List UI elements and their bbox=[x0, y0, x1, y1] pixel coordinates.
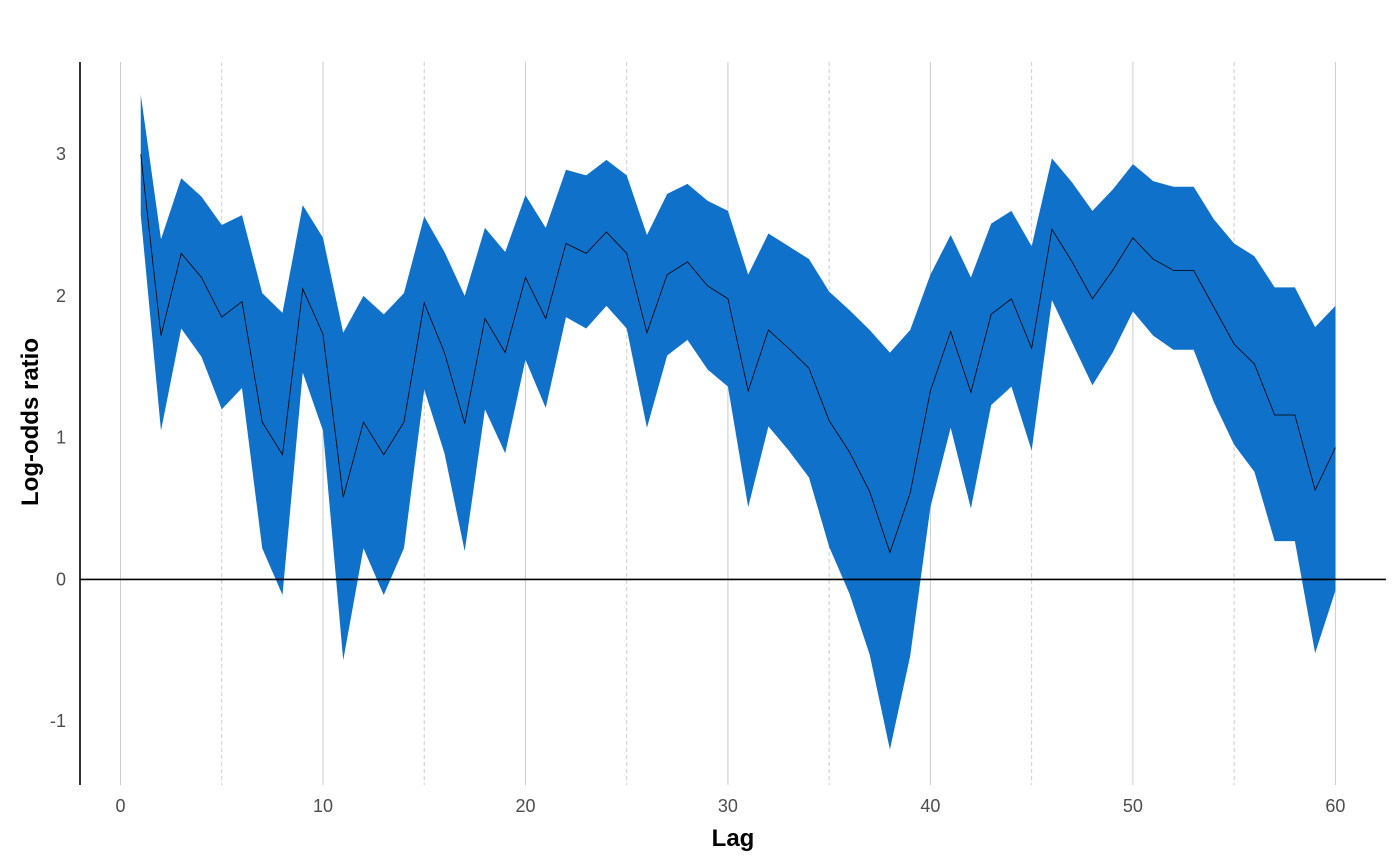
x-tick-label: 10 bbox=[313, 796, 333, 816]
estimate-line bbox=[140, 154, 1336, 554]
y-tick-label: 0 bbox=[56, 569, 66, 589]
x-tick-label: 0 bbox=[115, 796, 125, 816]
x-tick-label: 40 bbox=[920, 796, 940, 816]
x-tick-label: 30 bbox=[718, 796, 738, 816]
tick-labels: 0 10 20 30 40 50 60 -1 0 1 2 3 bbox=[50, 144, 1345, 816]
y-tick-label: 3 bbox=[56, 144, 66, 164]
confidence-band-area bbox=[140, 94, 1336, 750]
x-axis-title: Lag bbox=[712, 825, 755, 852]
grid-lines bbox=[119, 62, 1336, 785]
estimate-series-line bbox=[140, 154, 1336, 554]
y-axis-title: Log-odds ratio bbox=[17, 338, 44, 506]
x-tick-label: 60 bbox=[1325, 796, 1345, 816]
x-tick-label: 50 bbox=[1123, 796, 1143, 816]
y-tick-label: 1 bbox=[56, 428, 66, 448]
confidence-band bbox=[140, 94, 1336, 750]
x-tick-label: 20 bbox=[515, 796, 535, 816]
y-tick-label: -1 bbox=[50, 711, 66, 731]
y-tick-label: 2 bbox=[56, 286, 66, 306]
